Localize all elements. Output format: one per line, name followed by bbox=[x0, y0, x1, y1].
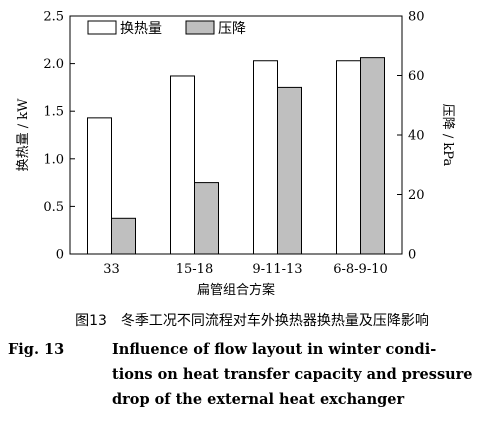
legend-label: 压降 bbox=[218, 21, 246, 37]
x-tick-label: 6-8-9-10 bbox=[333, 262, 388, 277]
bar-pressure-drop bbox=[277, 86, 302, 255]
x-tick-label: 9-11-13 bbox=[252, 262, 302, 277]
figure-caption-english: Fig. 13 Influence of flow layout in winte… bbox=[8, 337, 498, 412]
bar-heat-transfer bbox=[170, 75, 195, 255]
x-tick-label: 33 bbox=[103, 262, 120, 277]
legend-label: 换热量 bbox=[120, 20, 162, 37]
x-axis-category-labels: 33 15-18 9-11-13 6-8-9-10 bbox=[103, 249, 388, 277]
left-tick-label: 1.0 bbox=[43, 152, 64, 167]
bars bbox=[87, 57, 385, 255]
left-tick-label: 0.5 bbox=[43, 200, 64, 215]
bar-heat-transfer bbox=[336, 60, 361, 255]
right-tick-label: 80 bbox=[408, 10, 425, 25]
left-tick-label: 2.0 bbox=[43, 57, 64, 72]
caption-line-1: Influence of flow layout in winter condi… bbox=[112, 341, 437, 358]
x-axis-title: 扁管组合方案 bbox=[197, 282, 275, 298]
right-tick-label: 0 bbox=[408, 248, 416, 263]
left-tick-label: 0 bbox=[56, 248, 64, 263]
bar-pressure-drop bbox=[194, 182, 219, 255]
caption-line-2: tions on heat transfer capacity and pres… bbox=[112, 366, 473, 383]
bar-heat-transfer bbox=[253, 60, 278, 255]
right-y-axis-title: 压降 / kPa bbox=[440, 104, 455, 167]
bar-pressure-drop bbox=[360, 57, 385, 255]
legend: 换热量 压降 bbox=[87, 20, 246, 37]
left-tick-label: 1.5 bbox=[43, 105, 64, 120]
left-y-axis-ticks: 0 0.5 1.0 1.5 2.0 2.5 bbox=[43, 10, 75, 263]
right-tick-label: 20 bbox=[408, 188, 425, 203]
caption-line-3: drop of the external heat exchanger bbox=[112, 391, 405, 408]
legend-swatch bbox=[185, 20, 215, 35]
bar-pressure-drop bbox=[111, 217, 136, 255]
figure-caption-chinese: 图13 冬季工况不同流程对车外换热器换热量及压降影响 bbox=[75, 313, 429, 329]
figure-number: Fig. 13 bbox=[8, 341, 65, 358]
bar-heat-transfer bbox=[87, 117, 112, 255]
right-tick-label: 40 bbox=[408, 129, 425, 144]
right-tick-label: 60 bbox=[408, 69, 425, 84]
left-y-axis-title: 换热量 / kW bbox=[16, 98, 31, 172]
bar-chart: 0 0.5 1.0 1.5 2.0 2.5 0 20 40 60 80 33 15-18 9-11-1… bbox=[16, 10, 455, 299]
x-tick-label: 15-18 bbox=[176, 262, 213, 277]
left-tick-label: 2.5 bbox=[43, 10, 64, 25]
right-y-axis-ticks: 0 20 40 60 80 bbox=[397, 10, 425, 263]
legend-swatch bbox=[87, 20, 117, 35]
